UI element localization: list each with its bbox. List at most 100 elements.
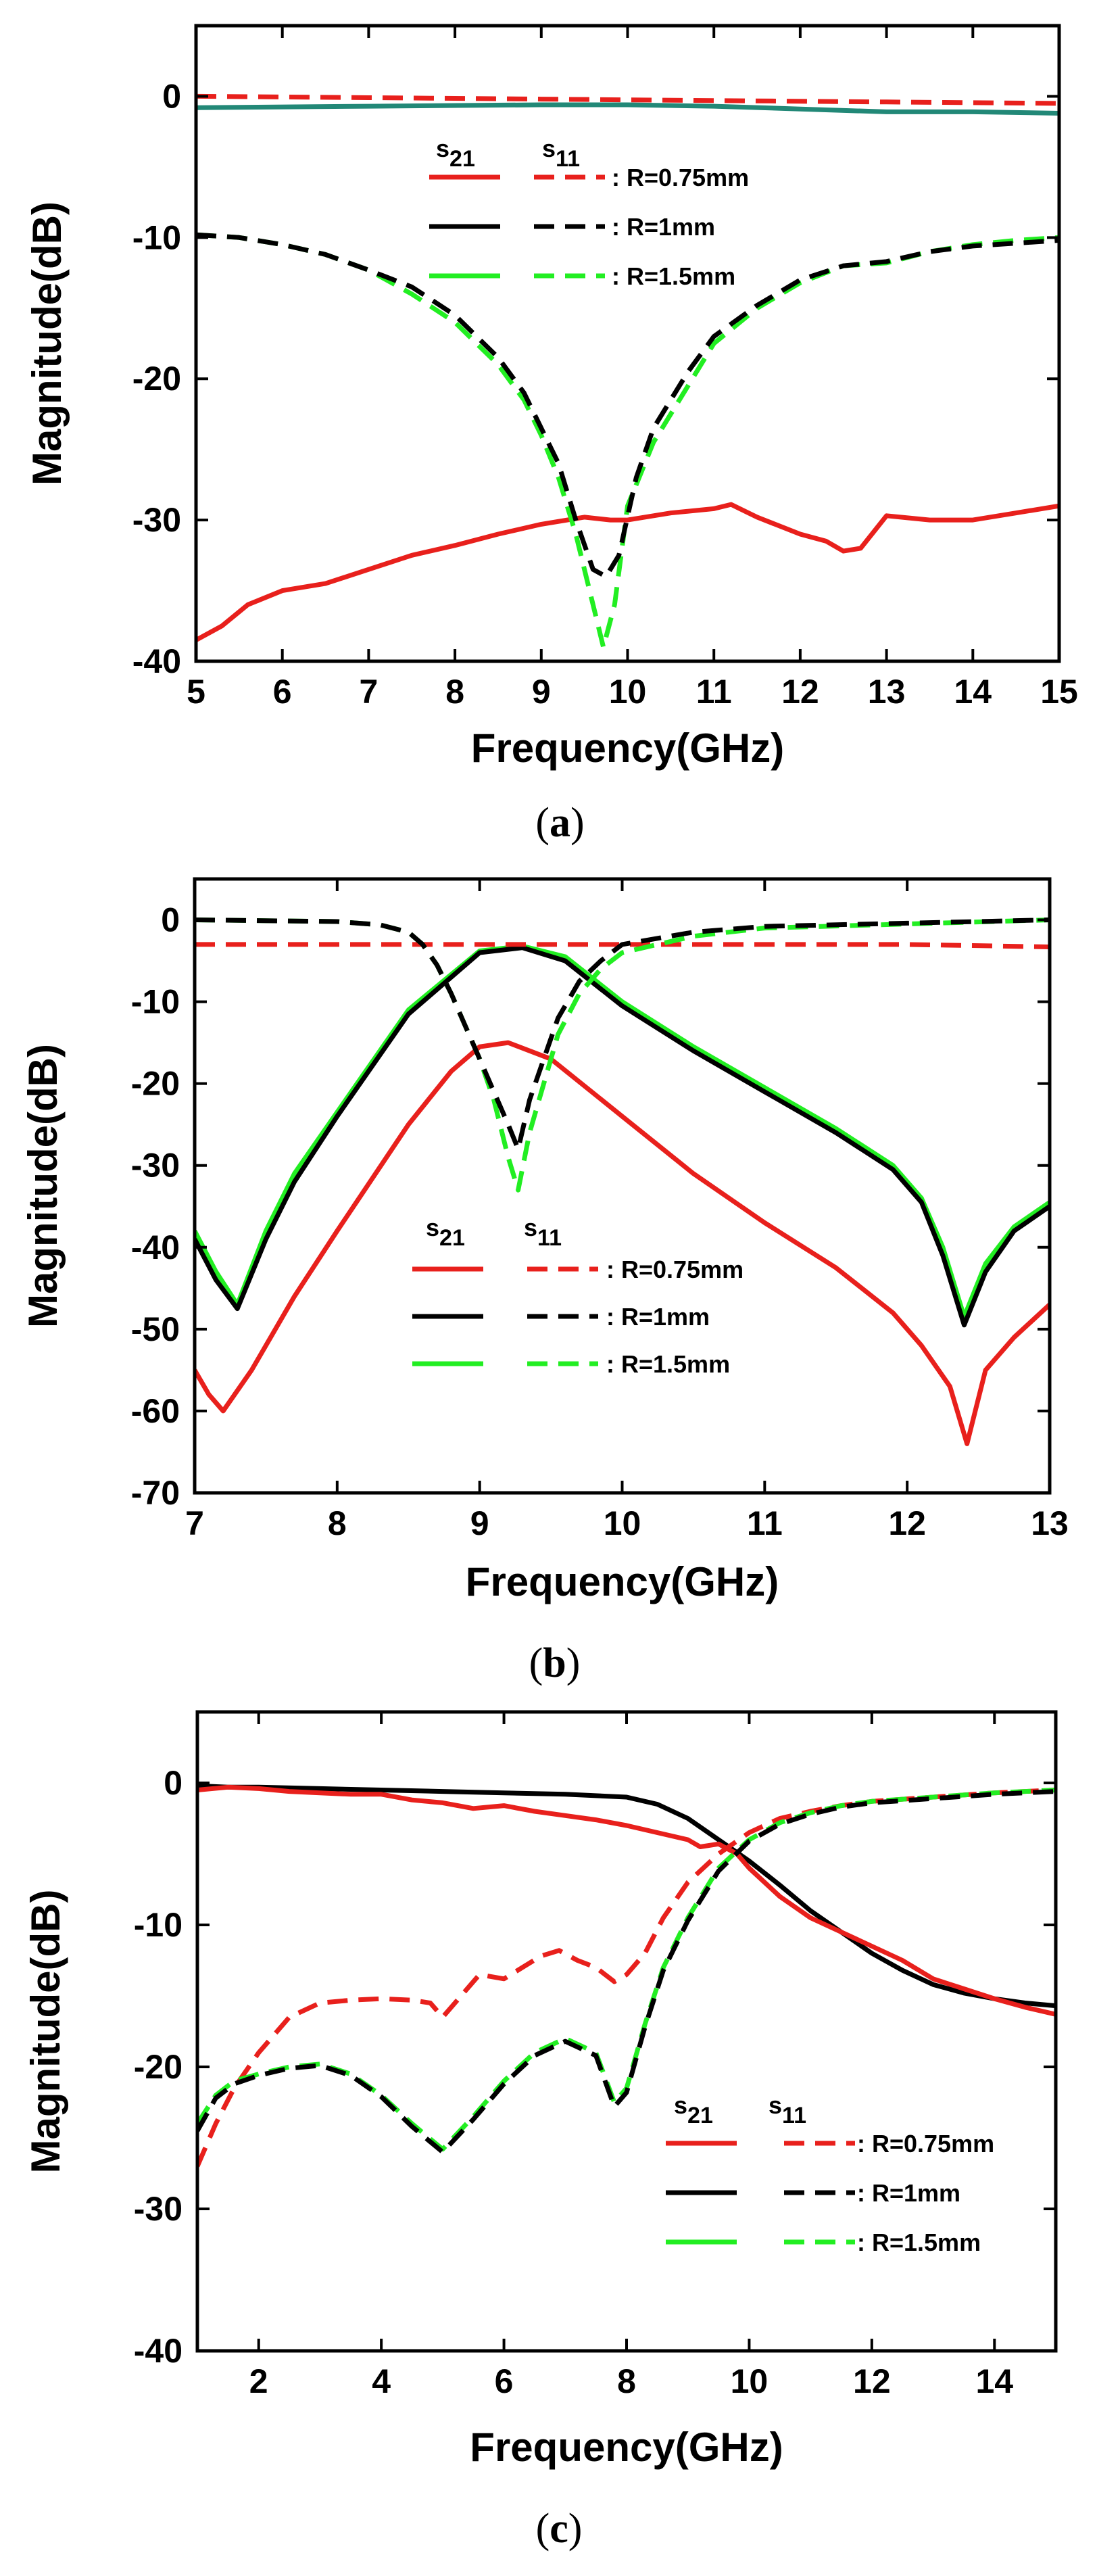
legend: s21 s11 : R=0.75mm : R=1mm : R=1.5mm [666, 2091, 994, 2256]
caption-letter: a [550, 800, 570, 846]
x-tick-label: 15 [1040, 673, 1078, 711]
chart-c: 2 4 6 8 10 12 14 0 -10 -20 -30 -40 Frequency(GHz) Mag… [23, 1710, 1058, 2552]
series-group [195, 917, 1050, 1446]
y-tick-label: -40 [131, 1229, 180, 1266]
x-tick-label: 8 [617, 2362, 636, 2400]
series-line-s11-5 [195, 917, 1050, 1151]
y-tick-label: 0 [161, 901, 180, 939]
series-line-s11-4 [196, 232, 1059, 579]
x-tick-label: 11 [747, 1504, 783, 1542]
series-line-s21-0 [195, 943, 1050, 1320]
x-axis-title: Frequency(GHz) [466, 1559, 779, 1604]
x-tick-label: 10 [731, 2362, 769, 2400]
y-tick-label: -40 [134, 2332, 182, 2370]
x-tick-label: 12 [853, 2362, 891, 2400]
x-tick-label: 13 [1031, 1504, 1069, 1542]
legend-label: : R=1mm [606, 1303, 710, 1331]
x-tick-label: 8 [328, 1504, 347, 1542]
x-tick-label: 9 [470, 1504, 489, 1542]
legend-header-s11-sub: 11 [537, 1225, 562, 1251]
legend-label: : R=1mm [857, 2179, 960, 2207]
legend-header-s21-base: s [436, 135, 449, 162]
caption-letter: b [543, 1640, 566, 1686]
panel-caption: (c) [536, 2506, 583, 2552]
legend-header-s21: s21 [674, 2091, 713, 2128]
x-tick-label: 6 [273, 673, 292, 711]
legend: s21 s11: R=0.75mm: R=1mm: R=1.5mm [412, 1214, 743, 1378]
y-tick-label: -60 [131, 1392, 180, 1430]
panel-caption: (b) [529, 1640, 581, 1686]
caption-open: ( [536, 2506, 550, 2552]
y-tick-label: -30 [131, 1147, 180, 1185]
caption-close: ) [566, 1640, 581, 1686]
legend: s21 s11: R=0.75mm: R=1mm: R=1.5mm [429, 135, 749, 290]
x-axis-title: Frequency(GHz) [471, 725, 784, 771]
series-line-s21-2 [195, 1040, 1050, 1446]
legend-label: : R=1mm [612, 213, 715, 241]
x-tick-label: 11 [696, 673, 732, 711]
y-tick-label: -10 [132, 218, 181, 256]
x-tick-label: 12 [888, 1504, 926, 1542]
x-tick-label: 10 [609, 673, 647, 711]
legend-label: : R=0.75mm [857, 2130, 994, 2157]
series-group [197, 1783, 1056, 2168]
legend-header-s11-sub: 11 [782, 2103, 806, 2128]
x-tick-label: 5 [187, 673, 205, 711]
caption-close: ) [568, 2506, 583, 2552]
series-line-s11-4 [197, 1789, 1056, 2155]
x-tick-label: 14 [975, 2362, 1013, 2400]
x-tick-label: 10 [604, 1504, 641, 1542]
series-line-s21-0 [196, 502, 1059, 642]
x-tick-label: 13 [868, 673, 906, 711]
series-group [196, 93, 1059, 650]
y-tick-label: 0 [162, 77, 181, 115]
legend-label: : R=1.5mm [857, 2228, 981, 2256]
y-tick-label: -30 [132, 501, 181, 539]
legend-header-s11: s11 [524, 1214, 562, 1251]
chart-a: 5 6 7 8 9 10 11 12 13 14 15 0 -10 -20 -30 -40 Frequency(… [24, 24, 1078, 846]
series-line-s21-0 [197, 1783, 1056, 2009]
x-axis-title: Frequency(GHz) [470, 2425, 783, 2470]
y-tick-label: -50 [131, 1310, 180, 1348]
plot-frame [194, 24, 1061, 663]
y-axis-title: Magnitude(dB) [24, 201, 70, 485]
caption-open: ( [529, 1640, 543, 1686]
legend-header-s21-sub: 21 [449, 146, 475, 172]
legend-header-s11: s11 [542, 135, 580, 172]
caption-letter: c [550, 2506, 568, 2552]
panel-caption: (a) [535, 800, 584, 846]
y-tick-label: -70 [131, 1474, 180, 1512]
legend-header-s11-sub: 11 [556, 146, 580, 172]
series-line-s11-1 [196, 93, 1059, 106]
legend-header-s21-base: s [426, 1214, 439, 1241]
plot-frame [193, 877, 1052, 1495]
y-tick-label: -20 [132, 360, 181, 398]
x-tick-label: 9 [532, 673, 551, 711]
series-line-s11-3 [195, 942, 1050, 949]
caption-close: ) [570, 800, 585, 846]
series-line-s11-2 [197, 1788, 1056, 2168]
x-tick-label: 7 [359, 673, 378, 711]
y-tick-label: 0 [164, 1764, 182, 1802]
legend-label: : R=0.75mm [612, 164, 749, 191]
legend-label: : R=0.75mm [606, 1256, 743, 1283]
x-tick-label: 8 [445, 673, 464, 711]
legend-label: : R=1.5mm [612, 262, 735, 290]
legend-header-s21: s21 [436, 135, 475, 172]
legend-header-s21-sub: 21 [439, 1225, 465, 1251]
series-line-s21-1 [195, 945, 1050, 1328]
series-line-s11-4 [195, 917, 1050, 1193]
x-tick-label: 14 [954, 673, 992, 711]
legend-header-s21: s21 [426, 1214, 465, 1251]
y-axis-title: Magnitude(dB) [20, 1044, 66, 1328]
y-tick-label: -10 [134, 1906, 182, 1944]
legend-label: : R=1.5mm [606, 1350, 730, 1378]
legend-header-s11-base: s [524, 1214, 537, 1241]
x-tick-label: 4 [372, 2362, 391, 2400]
series-line-s21-1 [197, 1784, 1056, 2017]
legend-header-s11: s11 [769, 2091, 806, 2128]
x-tick-label: 7 [185, 1504, 204, 1542]
y-tick-label: -30 [134, 2190, 182, 2228]
x-tick-label: 6 [495, 2362, 514, 2400]
